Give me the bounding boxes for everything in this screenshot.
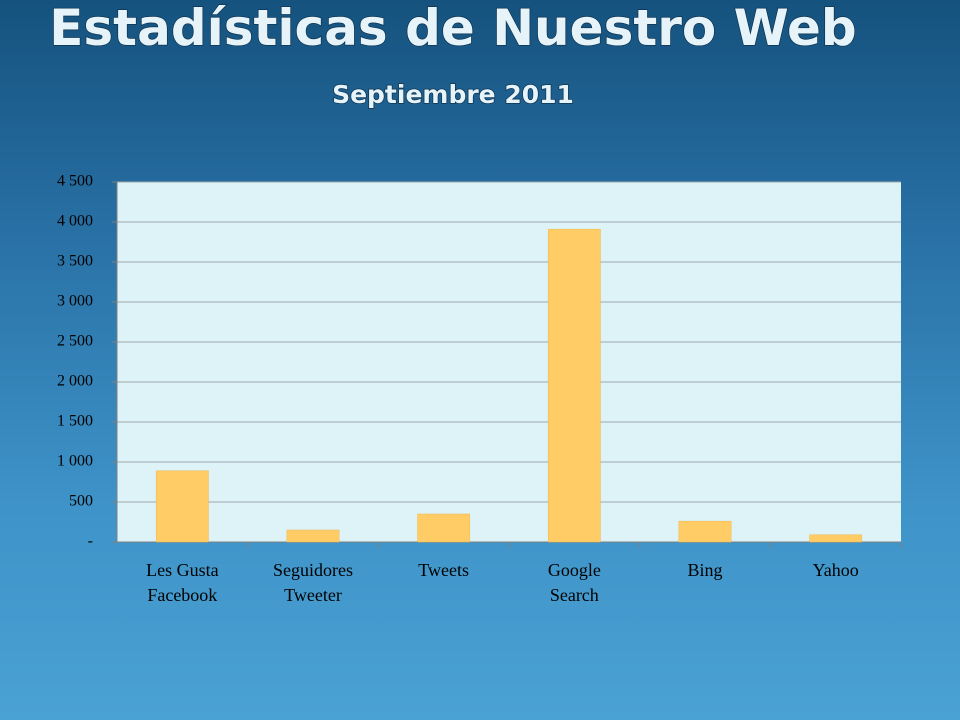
- plot-area: [117, 182, 901, 542]
- x-tick-label: Google Search: [547, 560, 601, 605]
- bar: [155, 470, 209, 543]
- y-tick-label: 4 500: [57, 173, 93, 190]
- y-tick-label: -: [88, 533, 93, 550]
- x-tick-label: Yahoo: [812, 560, 859, 580]
- chart-title: Estadísticas de Nuestro Web: [49, 0, 856, 57]
- y-tick-label: 2 000: [57, 373, 93, 390]
- y-tick-label: 4 000: [57, 213, 93, 230]
- chart-subtitle: Septiembre 2011: [332, 80, 574, 109]
- y-tick-label: 3 500: [57, 253, 93, 270]
- bar: [547, 228, 601, 543]
- bar: [417, 513, 471, 543]
- x-tick-label: Les Gusta Facebook: [146, 560, 219, 605]
- bar: [809, 534, 863, 543]
- bar: [678, 520, 732, 543]
- y-tick-label: 1 000: [57, 453, 93, 470]
- y-tick-label: 500: [69, 493, 93, 510]
- y-tick-label: 2 500: [57, 333, 93, 350]
- y-tick-label: 1 500: [57, 413, 93, 430]
- x-tick-label: Tweets: [418, 560, 470, 580]
- bar: [286, 529, 340, 543]
- x-tick-label: Bing: [687, 560, 723, 580]
- x-tick-label: Seguidores Tweeter: [273, 560, 353, 605]
- y-tick-label: 3 000: [57, 293, 93, 310]
